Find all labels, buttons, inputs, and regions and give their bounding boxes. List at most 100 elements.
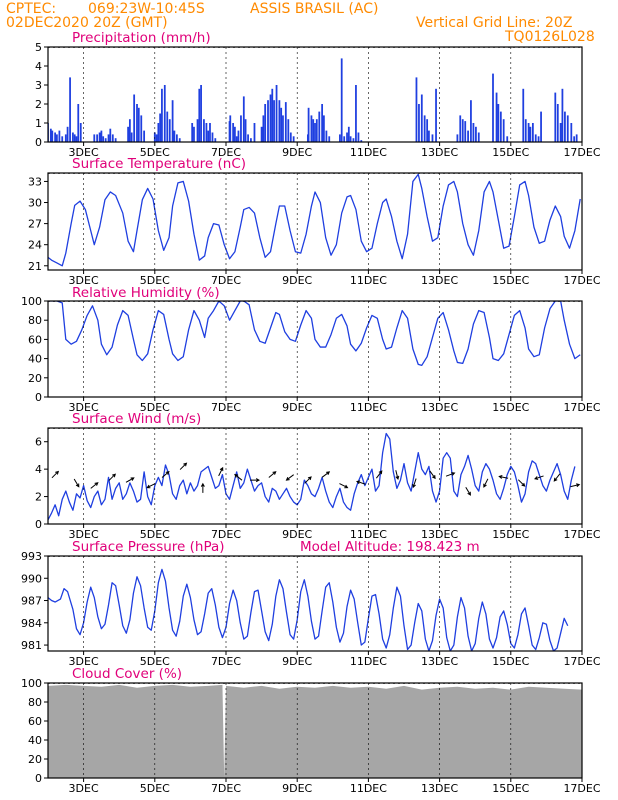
precip-bar [459, 115, 462, 142]
temperature-plot: 21 24 27 30 33 3DEC 5DEC 7DEC 9DEC 11DEC 13DEC 15DE… [28, 172, 601, 287]
y-tick-label: 21 [28, 260, 42, 273]
precip-bar [559, 123, 562, 142]
precip-bar [205, 123, 208, 142]
plot-frame [47, 555, 583, 652]
y-tick-label: 4 [35, 60, 42, 73]
precip-bar [66, 126, 69, 142]
precip-bar [159, 113, 162, 142]
x-tick-label: 13DEC [421, 782, 458, 795]
precip-bar [591, 112, 593, 142]
precip-bar [209, 123, 211, 142]
precip-bar [534, 134, 537, 142]
wind-arrow [498, 475, 509, 479]
wind-plot: 0 2 4 6 3DEC 5DEC 7DEC 9DEC 11DEC 13DEC 15DEC 17DEC [35, 427, 601, 541]
precip-bar [136, 104, 138, 142]
precip-bar [349, 136, 352, 142]
precip-bar [601, 108, 603, 142]
wind-arrow [465, 486, 471, 496]
precip-bar [310, 115, 313, 142]
x-tick-label: 3DEC [69, 782, 99, 795]
precip-bar [314, 123, 316, 142]
precip-bar [198, 88, 201, 142]
x-tick-label: 15DEC [492, 655, 529, 668]
wind-arrow [375, 470, 383, 479]
x-tick-label: 3DEC [69, 274, 99, 287]
precip-bar [193, 126, 195, 142]
precip-bar [235, 136, 238, 142]
precip-bar [200, 85, 202, 142]
wind-arrow [285, 474, 294, 481]
header-grid-note: Vertical Grid Line: 20Z [416, 15, 572, 31]
wind-arrow [304, 476, 312, 484]
precip-bar [594, 85, 596, 142]
precip-bar [464, 121, 467, 142]
x-tick-label: 13DEC [421, 528, 458, 541]
y-tick-label: 0 [35, 391, 42, 404]
precip-bar [477, 132, 480, 142]
precip-bar [561, 88, 564, 142]
wind-arrow [200, 482, 205, 493]
precip-bar [292, 136, 295, 142]
x-tick-label: 17DEC [563, 274, 600, 287]
precip-bar [214, 138, 217, 142]
precip-bar [315, 119, 318, 142]
precip-bar [232, 123, 235, 142]
precip-bar [415, 77, 418, 142]
precip-bar [323, 115, 325, 142]
header-source: CPTEC: [6, 1, 56, 17]
precip-bar [130, 132, 133, 142]
temperature-title: Surface Temperature (nC) [72, 156, 246, 172]
x-tick-label: 13DEC [421, 146, 458, 159]
precip-bar [137, 107, 140, 142]
precip-bar [109, 128, 112, 142]
x-tick-label: 9DEC [282, 782, 312, 795]
precip-bar [606, 136, 608, 142]
panel-precipitation: Precipitation (mm/h) 0 1 2 3 4 5 3DEC 5DEC 7DEC 9… [35, 30, 608, 159]
precip-bar [143, 130, 146, 142]
precip-bar [207, 130, 210, 142]
y-tick-label: 3 [35, 79, 42, 92]
precip-bar [321, 104, 324, 142]
x-tick-label: 5DEC [140, 146, 170, 159]
wind-arrow [445, 472, 456, 477]
precip-bar [127, 126, 129, 142]
wind-arrow [146, 483, 156, 489]
wind-arrow [268, 471, 277, 478]
precip-bar [271, 88, 274, 142]
wind-arrow [395, 470, 400, 481]
x-tick-label: 15DEC [492, 274, 529, 287]
precip-bar [133, 94, 136, 142]
y-tick-label: 33 [28, 175, 42, 188]
precip-bar [355, 85, 357, 142]
x-tick-label: 17DEC [563, 782, 600, 795]
cloud-plot: 0 20 40 60 80 100 3DEC 5DEC 7DEC 9DEC 11DEC 13DEC 15… [21, 677, 601, 795]
x-tick-label: 9DEC [282, 528, 312, 541]
precip-bar [111, 134, 114, 142]
series-line [48, 173, 581, 267]
plot-frame [47, 300, 583, 398]
plot-frame [47, 427, 583, 525]
precip-bar [506, 136, 509, 142]
precip-bar [312, 119, 315, 142]
x-tick-label: 5DEC [140, 528, 170, 541]
precip-bar [114, 138, 117, 142]
precip-bar [588, 104, 590, 142]
y-tick-label: 2 [35, 491, 42, 504]
precip-bar [69, 77, 71, 142]
pressure-plot: 981 984 987 990 993 3DEC 5DEC 7DEC 9DEC 11DEC 13DE… [21, 550, 601, 668]
precip-bar [278, 100, 281, 142]
y-tick-label: 984 [21, 617, 42, 630]
series-group [48, 301, 581, 366]
precip-bar [603, 123, 605, 142]
precip-bar [61, 136, 64, 142]
wind-arrow [570, 483, 581, 488]
y-tick-label: 40 [28, 734, 42, 747]
panel-pressure: Surface Pressure (hPa) Model Altitude: 1… [21, 539, 601, 668]
precip-bar [420, 94, 423, 142]
x-tick-label: 15DEC [492, 146, 529, 159]
precip-bar [64, 134, 67, 142]
series-line [48, 301, 581, 366]
wind-arrow [483, 478, 489, 488]
panel-humidity: Relative Humidity (%) 0 20 40 60 80 100 3DEC 5D… [21, 285, 601, 414]
x-tick-label: 11DEC [350, 401, 387, 414]
